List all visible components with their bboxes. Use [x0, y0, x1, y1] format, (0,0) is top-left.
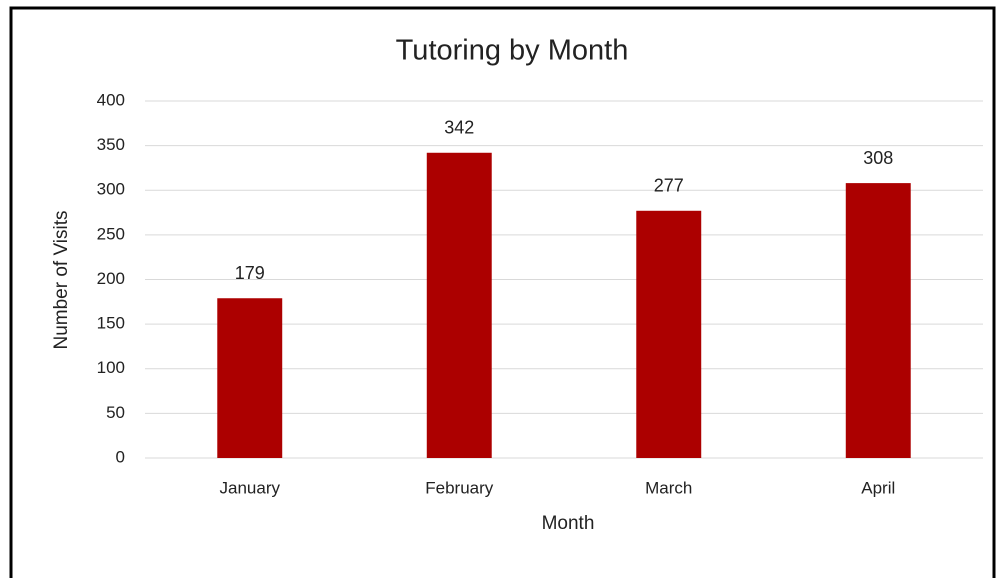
y-tick-label: 300	[97, 180, 125, 199]
bar	[426, 152, 492, 458]
bar	[217, 298, 283, 458]
bar	[636, 210, 702, 458]
bar	[845, 183, 911, 459]
chart-title: Tutoring by Month	[396, 35, 629, 67]
y-tick-label: 350	[97, 135, 125, 154]
x-axis-label: Month	[542, 513, 595, 534]
y-tick-label: 250	[97, 224, 125, 243]
y-tick-label: 100	[97, 358, 125, 377]
x-tick-label: March	[645, 478, 692, 497]
y-tick-label: 0	[116, 447, 125, 466]
x-tick-label: April	[861, 478, 895, 497]
y-tick-label: 200	[97, 269, 125, 288]
data-label: 308	[863, 148, 893, 168]
y-axis-label: Number of Visits	[51, 210, 72, 349]
y-tick-label: 400	[97, 90, 125, 109]
data-label: 342	[444, 118, 474, 138]
data-label: 179	[235, 263, 265, 283]
y-tick-label: 50	[106, 403, 125, 422]
x-tick-label: January	[220, 478, 281, 497]
chart-frame	[9, 6, 996, 578]
y-tick-label: 150	[97, 314, 125, 333]
x-tick-label: February	[425, 478, 494, 497]
data-label: 277	[654, 176, 684, 196]
